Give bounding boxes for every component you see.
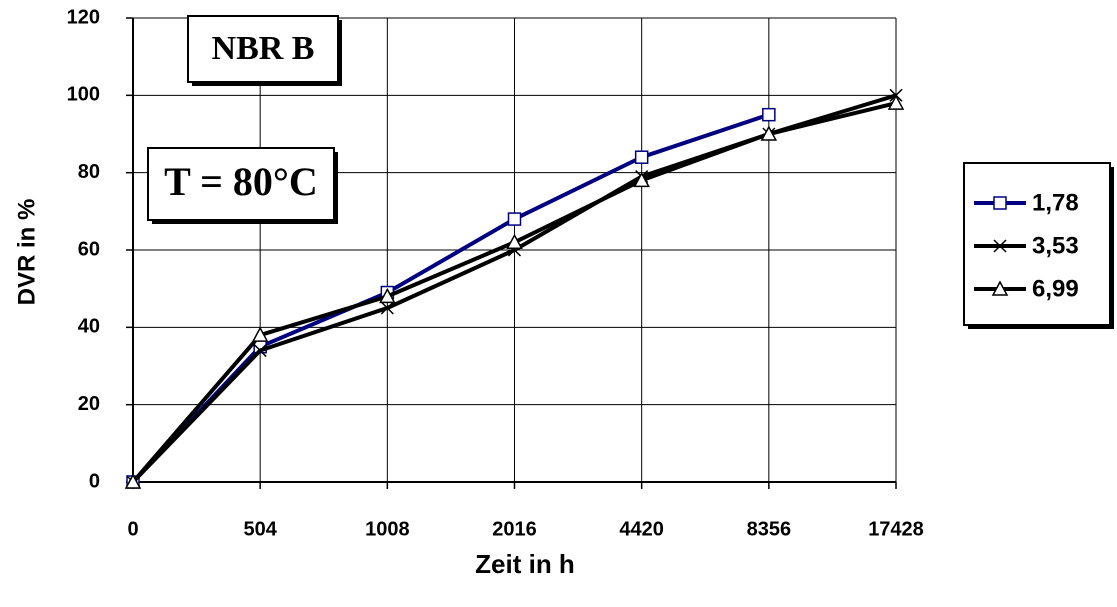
annotation: NBR B: [212, 30, 315, 67]
legend-marker: [993, 196, 1007, 210]
y-tick-label: 60: [78, 238, 100, 260]
legend-label: 1,78: [1032, 189, 1079, 216]
data-point: [379, 287, 396, 304]
data-point: [506, 233, 523, 250]
x-axis-label: Zeit in h: [475, 549, 575, 579]
data-point: [380, 301, 394, 315]
data-point: [633, 171, 650, 188]
y-axis-label: DVR in %: [13, 199, 40, 306]
data-point: [762, 107, 776, 122]
annotation-box: [147, 147, 335, 221]
x-tick-label: 17428: [868, 518, 924, 540]
data-point: [124, 473, 142, 489]
annotation: T = 80°C: [164, 159, 318, 204]
x-tick-label: 1008: [365, 518, 410, 540]
x-tick-label: 2016: [492, 518, 537, 540]
legend-label: 6,99: [1032, 275, 1079, 302]
y-tick-label: 40: [78, 316, 100, 338]
annotation-box: [187, 15, 339, 83]
x-tick-label: 504: [243, 518, 277, 540]
legend-marker: [991, 280, 1009, 296]
y-tick-label: 120: [67, 6, 100, 28]
data-point: [507, 212, 522, 226]
legend-label: 3,53: [1032, 232, 1079, 259]
y-tick-label: 80: [78, 161, 100, 183]
y-tick-label: 20: [78, 393, 100, 415]
y-tick-label: 0: [89, 470, 100, 492]
data-point: [251, 326, 269, 342]
data-point: [760, 125, 778, 141]
y-tick-label: 100: [67, 84, 100, 106]
x-tick-label: 0: [127, 518, 138, 540]
data-point: [253, 344, 267, 358]
data-point: [887, 94, 905, 110]
series-line: [131, 112, 770, 484]
x-tick-label: 8356: [747, 518, 792, 540]
data-point: [634, 150, 649, 164]
legend-marker: [993, 239, 1007, 253]
x-tick-label: 4420: [619, 518, 664, 540]
